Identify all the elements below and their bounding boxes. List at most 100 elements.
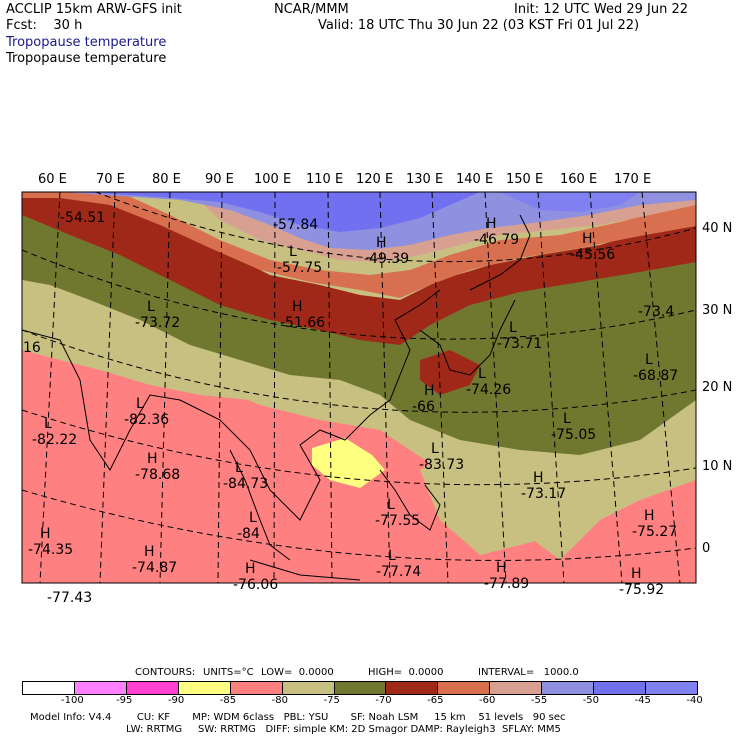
extremum-value: -74.35	[28, 542, 73, 558]
extremum-value: -68.87	[633, 368, 678, 384]
low-marker: L	[509, 320, 517, 336]
colorbar-swatch	[334, 682, 387, 694]
high-marker: H	[144, 544, 155, 560]
extremum-value: -75.92	[619, 582, 664, 598]
lon-label: 100 E	[254, 172, 292, 187]
extremum-value: -74.87	[132, 560, 177, 576]
lon-label: 140 E	[456, 172, 494, 187]
org-label: NCAR/MMM	[274, 2, 349, 17]
colorbar-label: -70	[375, 695, 392, 706]
lat-label: 30 N	[702, 303, 733, 318]
band-75-70-inner	[22, 280, 330, 400]
colorbar-label: -55	[530, 695, 548, 706]
model-title: ACCLIP 15km ARW-GFS init	[6, 2, 182, 17]
band-85-90	[312, 438, 385, 488]
extremum-value: -82.36	[124, 412, 169, 428]
high-marker: H	[486, 216, 497, 232]
high-label: HIGH= 0.0000	[368, 667, 444, 678]
high-marker: H	[496, 560, 507, 576]
high-marker: H	[644, 508, 655, 524]
low-marker: L	[563, 411, 571, 427]
high-marker: H	[376, 235, 387, 251]
extremum-value: -77.74	[376, 564, 421, 580]
lat-label: 40 N	[702, 221, 733, 236]
extremum-value: -77.55	[375, 513, 420, 529]
colorbar-label: -95	[116, 695, 133, 706]
lat-label: 0	[702, 541, 711, 556]
lon-label: 110 E	[306, 172, 344, 187]
extremum-value: -73.71	[497, 336, 542, 352]
extremum-value: -75.05	[551, 427, 596, 443]
high-marker: H	[40, 526, 51, 542]
colorbar	[22, 681, 698, 695]
lon-label: 120 E	[356, 172, 394, 187]
high-marker: H	[631, 566, 642, 582]
extremum-value: -84.73	[223, 476, 268, 492]
contours-label: CONTOURS:	[135, 667, 196, 678]
filled-contours	[22, 192, 696, 583]
extremum-value: -49.39	[364, 251, 409, 267]
colorbar-swatch	[594, 682, 647, 694]
high-low-labels: -54.51 -57.84L-57.75H-49.39H-46.79 H-45.56…	[23, 210, 678, 606]
colorbar-label: -50	[582, 695, 600, 706]
low-marker: L	[387, 497, 395, 513]
colorbar-swatch	[23, 682, 75, 694]
extremum-value: -73.17	[521, 486, 566, 502]
band-65-60-korea	[420, 350, 480, 395]
colorbar-label: -85	[219, 695, 237, 706]
colorbar-label: -40	[686, 695, 703, 706]
colorbar-label: -80	[271, 695, 288, 706]
low-marker: L	[289, 244, 297, 260]
band-80-85-east	[420, 440, 560, 555]
field-title-contour: Tropopause temperature	[6, 51, 167, 66]
extremum-value: -84	[237, 526, 260, 542]
lon-label: 170 E	[614, 172, 652, 187]
map-frame	[21, 191, 697, 584]
extremum-value: -57.84	[273, 217, 318, 233]
extremum-value: -83.73	[419, 457, 464, 473]
colorbar-swatch	[282, 682, 335, 694]
colorbar-swatch	[438, 682, 491, 694]
extremum-value: -75.27	[632, 524, 677, 540]
colorbar-label: -65	[427, 695, 444, 706]
colorbar-label: -60	[479, 695, 496, 706]
lon-label: 160 E	[560, 172, 598, 187]
lon-label: 60 E	[38, 172, 67, 187]
colorbar-swatch	[490, 682, 543, 694]
extremum-value: -73.4	[638, 304, 674, 320]
extremum-value: -78.68	[135, 467, 180, 483]
field-title-filled: Tropopause temperature	[6, 35, 167, 50]
colorbar-label: -75	[323, 695, 340, 706]
colorbar-label: -45	[634, 695, 651, 706]
lat-label: 10 N	[702, 459, 733, 474]
lon-label: 130 E	[406, 172, 444, 187]
coastlines	[22, 214, 531, 581]
valid-time: Valid: 18 UTC Thu 30 Jun 22 (03 KST Fri …	[318, 18, 640, 33]
colorbar-label: -100	[61, 695, 84, 706]
high-marker: H	[533, 470, 544, 486]
high-marker: H	[147, 451, 158, 467]
low-marker: L	[388, 548, 396, 564]
band-80-85-west	[22, 300, 696, 583]
lon-label: 70 E	[96, 172, 125, 187]
low-label: LOW= 0.0000	[261, 667, 334, 678]
extremum-value: -74.26	[466, 382, 511, 398]
extremum-value: -73.72	[135, 315, 180, 331]
lon-label: 150 E	[506, 172, 544, 187]
extremum-value: -77.43	[47, 590, 92, 606]
low-marker: L	[44, 416, 52, 432]
interval-label: INTERVAL= 1000.0	[478, 667, 579, 678]
high-marker: H	[292, 299, 303, 315]
lat-label: 20 N	[702, 380, 733, 395]
high-marker: H	[424, 383, 435, 399]
extremum-value: -77.89	[484, 576, 529, 592]
extremum-value: -66	[412, 399, 435, 415]
high-marker: H	[245, 561, 256, 577]
band-60-55	[22, 192, 696, 298]
extremum-value: -45.56	[570, 247, 615, 263]
colorbar-swatch	[230, 682, 283, 694]
low-marker: L	[235, 460, 243, 476]
extremum-value: 16	[23, 340, 41, 356]
high-marker: H	[582, 231, 593, 247]
